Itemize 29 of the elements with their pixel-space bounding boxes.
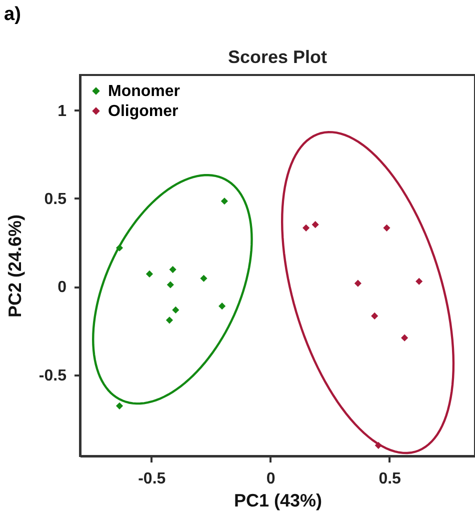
y-tick-label: 0 bbox=[58, 279, 67, 296]
point bbox=[401, 334, 408, 342]
point bbox=[166, 281, 174, 288]
point bbox=[371, 312, 378, 320]
legend-label: Oligomer bbox=[108, 103, 178, 120]
point bbox=[312, 221, 319, 228]
point bbox=[416, 278, 423, 285]
point bbox=[302, 224, 310, 232]
point bbox=[218, 302, 226, 310]
x-tick-label: -0.5 bbox=[138, 470, 166, 488]
x-tick-label: 0.5 bbox=[378, 470, 402, 488]
point bbox=[146, 270, 154, 278]
point bbox=[169, 266, 176, 274]
point bbox=[200, 274, 208, 282]
point bbox=[220, 198, 228, 205]
point bbox=[354, 280, 362, 287]
y-tick-label: -0.5 bbox=[38, 367, 67, 384]
chart-title: Scores Plot bbox=[228, 47, 328, 67]
point bbox=[383, 224, 390, 232]
x-axis-title: PC1 (43%) bbox=[234, 490, 322, 510]
legend-label: Monomer bbox=[108, 83, 180, 100]
point bbox=[172, 306, 180, 314]
y-tick-label: 1 bbox=[58, 102, 67, 120]
point bbox=[116, 402, 124, 410]
x-tick-label: 0 bbox=[266, 470, 276, 488]
point bbox=[166, 316, 174, 324]
y-axis-title: PC2 (24.6%) bbox=[4, 214, 25, 318]
text: a) bbox=[4, 4, 21, 26]
y-tick-label: 0.5 bbox=[44, 190, 67, 208]
